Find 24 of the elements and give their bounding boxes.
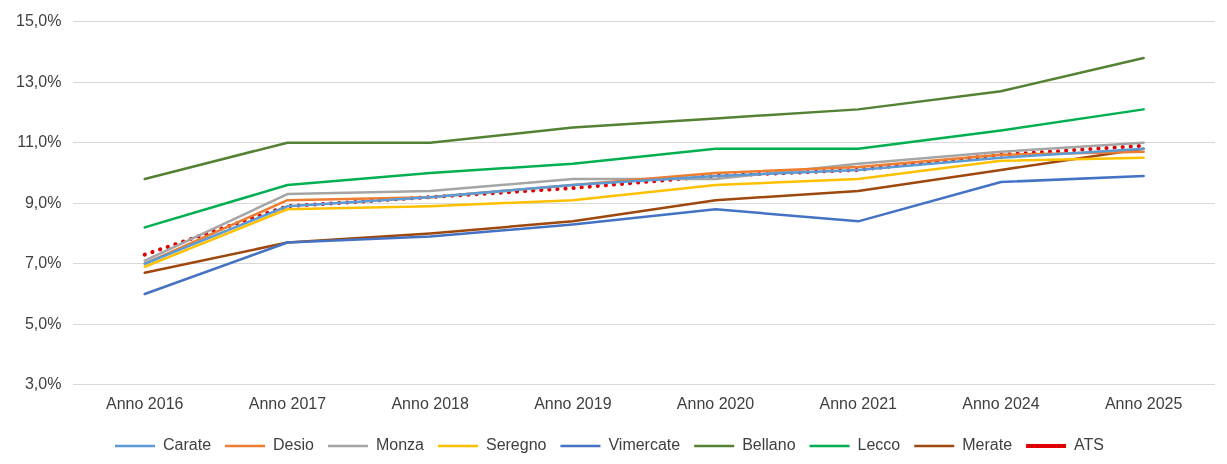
x-tick-label: Anno 2016 bbox=[106, 394, 184, 412]
legend-label: Desio bbox=[273, 436, 315, 454]
legend-label: Merate bbox=[962, 436, 1013, 454]
x-tick-label: Anno 2024 bbox=[962, 394, 1040, 412]
legend-label: Seregno bbox=[485, 436, 547, 454]
x-tick-label: Anno 2020 bbox=[676, 394, 755, 412]
legend-label: Lecco bbox=[857, 436, 901, 454]
x-tick-label: Anno 2021 bbox=[819, 394, 898, 412]
x-tick-label: Anno 2018 bbox=[391, 394, 469, 412]
x-tick-label: Anno 2025 bbox=[1104, 394, 1183, 412]
y-tick-label: 7,0% bbox=[24, 254, 62, 272]
x-tick-label: Anno 2017 bbox=[248, 394, 327, 412]
legend-label: Carate bbox=[163, 436, 212, 454]
y-tick-label: 3,0% bbox=[24, 375, 62, 393]
legend-label: Bellano bbox=[742, 436, 796, 454]
y-tick-label: 5,0% bbox=[24, 314, 62, 332]
legend-label: Vimercate bbox=[608, 436, 681, 454]
legend-label: Monza bbox=[375, 436, 425, 454]
y-tick-label: 15,0% bbox=[15, 12, 62, 30]
y-tick-label: 11,0% bbox=[17, 133, 62, 151]
x-tick-label: Anno 2019 bbox=[534, 394, 612, 412]
y-tick-label: 9,0% bbox=[24, 193, 62, 211]
legend-label: ATS bbox=[1074, 436, 1104, 454]
y-tick-label: 13,0% bbox=[15, 72, 62, 90]
